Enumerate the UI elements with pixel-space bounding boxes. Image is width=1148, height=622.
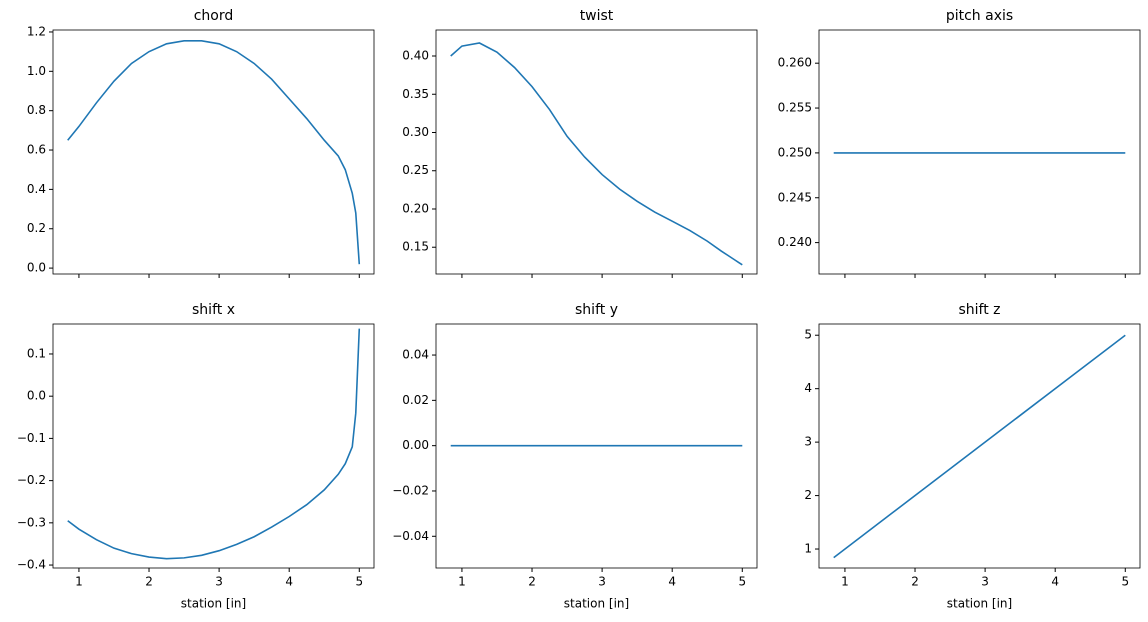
y-tick-label: −0.4	[17, 558, 46, 572]
x-tick-label: 2	[145, 575, 153, 589]
y-tick-label: −0.04	[392, 529, 429, 543]
y-tick-label: 0.4	[27, 182, 46, 196]
series-line	[67, 328, 361, 560]
y-tick-label: 0.260	[778, 56, 812, 70]
subplot: shift x −0.4 −0.3 −0.2 −0.1 0.0 0.1 1 2 3 4 5 statio…	[17, 302, 375, 611]
y-tick-label: 0.04	[402, 348, 429, 362]
y-tick-label: 1.2	[27, 24, 46, 38]
axes-frame	[818, 323, 1141, 569]
y-tick-label: 0.0	[27, 389, 46, 403]
y-tick-label: 0.2	[27, 221, 46, 235]
y-tick-label: 0.250	[778, 145, 812, 159]
axes-frame	[52, 29, 375, 275]
x-tick-label: 3	[981, 575, 989, 589]
x-tick-label: 2	[911, 575, 919, 589]
y-tick-label: 0.02	[402, 393, 429, 407]
x-tick-label: 4	[1051, 575, 1059, 589]
x-axis-label: station [in]	[181, 597, 246, 611]
y-tick-label: 0.8	[27, 103, 46, 117]
y-tick-label: 0.245	[778, 190, 812, 204]
y-tick-label: −0.3	[17, 515, 46, 529]
x-tick-label: 1	[458, 575, 466, 589]
y-tick-label: 4	[804, 381, 812, 395]
y-tick-label: −0.1	[17, 431, 46, 445]
axes-frame	[52, 323, 375, 569]
subplot-title: pitch axis	[946, 8, 1013, 24]
subplot: shift y −0.04 −0.02 0.00 0.02 0.04 1 2 3 4 5 statio…	[392, 302, 758, 611]
x-tick-label: 5	[355, 575, 363, 589]
x-tick-label: 3	[598, 575, 606, 589]
subplot-title: shift y	[575, 302, 618, 318]
x-tick-label: 3	[215, 575, 223, 589]
y-tick-label: 0.15	[402, 240, 429, 254]
y-tick-label: −0.02	[392, 483, 429, 497]
series-line	[67, 40, 361, 265]
y-tick-label: 0.00	[402, 438, 429, 452]
axes-frame	[435, 29, 758, 275]
axes-frame	[818, 29, 1141, 275]
y-tick-label: 1	[804, 542, 812, 556]
y-tick-label: 0.20	[402, 201, 429, 215]
y-tick-label: 2	[804, 488, 812, 502]
subplot-title: shift x	[192, 302, 235, 318]
x-tick-label: 1	[75, 575, 83, 589]
x-tick-label: 4	[285, 575, 293, 589]
x-tick-label: 5	[738, 575, 746, 589]
axes-frame	[435, 323, 758, 569]
subplot: chord 0.0 0.2 0.4 0.6 0.8 1.0 1.2	[27, 8, 375, 278]
subplot: pitch axis 0.240 0.245 0.250 0.255 0.260	[778, 8, 1141, 278]
x-tick-label: 1	[841, 575, 849, 589]
y-tick-label: 0.255	[778, 101, 812, 115]
y-tick-label: 0.240	[778, 235, 812, 249]
y-tick-label: 0.30	[402, 125, 429, 139]
subplot-title: twist	[580, 8, 614, 24]
x-tick-label: 4	[668, 575, 676, 589]
y-tick-label: 0.0	[27, 261, 46, 275]
y-tick-label: 0.25	[402, 163, 429, 177]
y-tick-label: 0.35	[402, 87, 429, 101]
y-tick-label: 0.40	[402, 49, 429, 63]
x-axis-label: station [in]	[564, 597, 629, 611]
subplot: shift z 1 2 3 4 5 1 2 3 4 5 station [in]	[804, 302, 1141, 611]
x-tick-label: 5	[1121, 575, 1129, 589]
series-line	[450, 42, 743, 266]
x-axis-label: station [in]	[947, 597, 1012, 611]
subplot: twist 0.15 0.20 0.25 0.30 0.35 0.40	[402, 8, 758, 278]
y-tick-label: 1.0	[27, 64, 46, 78]
y-tick-label: −0.2	[17, 473, 46, 487]
series-line	[833, 334, 1126, 559]
subplot-title: chord	[194, 8, 234, 24]
x-tick-label: 2	[528, 575, 536, 589]
subplot-title: shift z	[958, 302, 1000, 318]
y-tick-label: 0.6	[27, 143, 46, 157]
y-tick-label: 3	[804, 435, 812, 449]
y-tick-label: 0.1	[27, 346, 46, 360]
y-tick-label: 5	[804, 328, 812, 342]
